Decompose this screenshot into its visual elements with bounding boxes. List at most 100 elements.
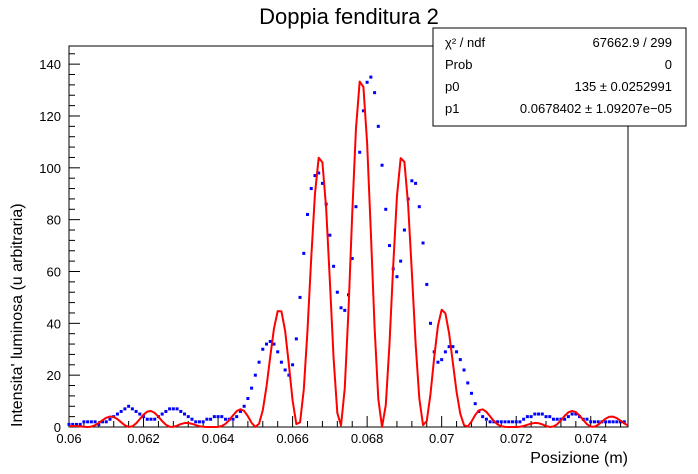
data-point — [194, 420, 198, 424]
data-point — [183, 412, 187, 416]
data-point — [473, 402, 477, 406]
data-point — [447, 345, 451, 349]
data-point — [592, 420, 596, 424]
data-point — [175, 407, 179, 411]
data-point — [335, 290, 339, 294]
stats-box: χ² / ndf 67662.9 / 299 Prob 0 p0 135 ± 0.0252… — [432, 27, 687, 127]
data-point — [238, 409, 242, 413]
data-point — [428, 321, 432, 325]
plot-frame — [68, 45, 629, 428]
data-point — [518, 420, 522, 424]
x-tick-label: 0.064 — [202, 431, 235, 446]
stats-label: Prob — [445, 57, 472, 72]
data-point — [604, 420, 608, 424]
data-point — [78, 422, 82, 426]
x-tick-label: 0.06 — [56, 431, 81, 446]
data-point — [462, 368, 466, 372]
data-point — [488, 420, 492, 424]
stats-value: 135 ± 0.0252991 — [575, 79, 673, 94]
data-point — [380, 163, 384, 167]
fit-curve-line — [68, 80, 629, 428]
data-point — [395, 275, 399, 279]
data-point — [142, 415, 146, 419]
data-point — [145, 417, 149, 421]
chart-title: Doppia fenditura 2 — [259, 4, 439, 29]
data-point — [134, 409, 138, 413]
data-point — [220, 415, 224, 419]
stats-value: 67662.9 / 299 — [592, 35, 672, 50]
data-point — [265, 342, 269, 346]
data-point — [97, 422, 101, 426]
data-points — [67, 75, 626, 426]
data-point — [451, 345, 455, 349]
data-point — [67, 422, 71, 426]
data-point — [168, 407, 172, 411]
y-tick-label: 40 — [47, 316, 61, 331]
stats-value: 0.0678402 ± 1.09207e−05 — [520, 101, 672, 116]
data-point — [402, 228, 406, 232]
data-point — [514, 420, 518, 424]
x-tick-label: 0.072 — [500, 431, 533, 446]
data-point — [235, 415, 239, 419]
data-point — [268, 339, 272, 343]
data-point — [186, 415, 190, 419]
data-point — [328, 233, 332, 237]
data-point — [585, 417, 589, 421]
data-point — [369, 75, 373, 79]
data-point — [551, 417, 555, 421]
data-point — [443, 350, 447, 354]
data-point — [499, 420, 503, 424]
data-point — [224, 417, 228, 421]
data-point — [74, 422, 78, 426]
data-point — [287, 373, 291, 377]
data-point — [279, 360, 283, 364]
data-point — [153, 417, 157, 421]
data-point — [622, 420, 626, 424]
data-point — [302, 251, 306, 255]
data-point — [250, 386, 254, 390]
data-point — [376, 124, 380, 128]
data-point — [570, 412, 574, 416]
data-point — [261, 347, 265, 351]
data-point — [566, 415, 570, 419]
data-point — [138, 412, 142, 416]
data-point — [313, 174, 317, 178]
data-point — [93, 420, 97, 424]
data-point — [306, 212, 310, 216]
data-point — [283, 368, 287, 372]
data-point — [361, 109, 365, 113]
data-point — [510, 420, 514, 424]
x-tick-label: 0.07 — [429, 431, 454, 446]
stats-label: χ² / ndf — [445, 35, 485, 50]
data-point — [574, 412, 578, 416]
data-point — [458, 358, 462, 362]
data-point — [164, 409, 168, 413]
x-tick-label: 0.066 — [276, 431, 309, 446]
x-tick-label: 0.068 — [351, 431, 384, 446]
stats-value: 0 — [665, 57, 672, 72]
data-point — [611, 420, 615, 424]
data-point — [384, 207, 388, 211]
data-point — [481, 415, 485, 419]
data-point — [358, 150, 362, 154]
data-point — [365, 80, 369, 84]
y-tick-label: 0 — [54, 420, 61, 435]
data-point — [343, 308, 347, 312]
data-point — [354, 205, 358, 209]
data-point — [317, 171, 321, 175]
data-point — [209, 417, 213, 421]
fit-curve — [68, 80, 629, 428]
y-axis-label: Intensita' luminosa (u arbitraria) — [9, 203, 26, 427]
data-point — [607, 420, 611, 424]
y-tick-label: 100 — [39, 161, 61, 176]
y-tick-label: 20 — [47, 368, 61, 383]
plot-area-border — [68, 45, 629, 428]
y-tick-label: 120 — [39, 109, 61, 124]
data-point — [231, 417, 235, 421]
data-point — [373, 91, 377, 95]
data-point — [421, 241, 425, 245]
data-point — [410, 179, 414, 183]
data-point — [436, 360, 440, 364]
data-point — [71, 422, 75, 426]
data-point — [496, 420, 500, 424]
